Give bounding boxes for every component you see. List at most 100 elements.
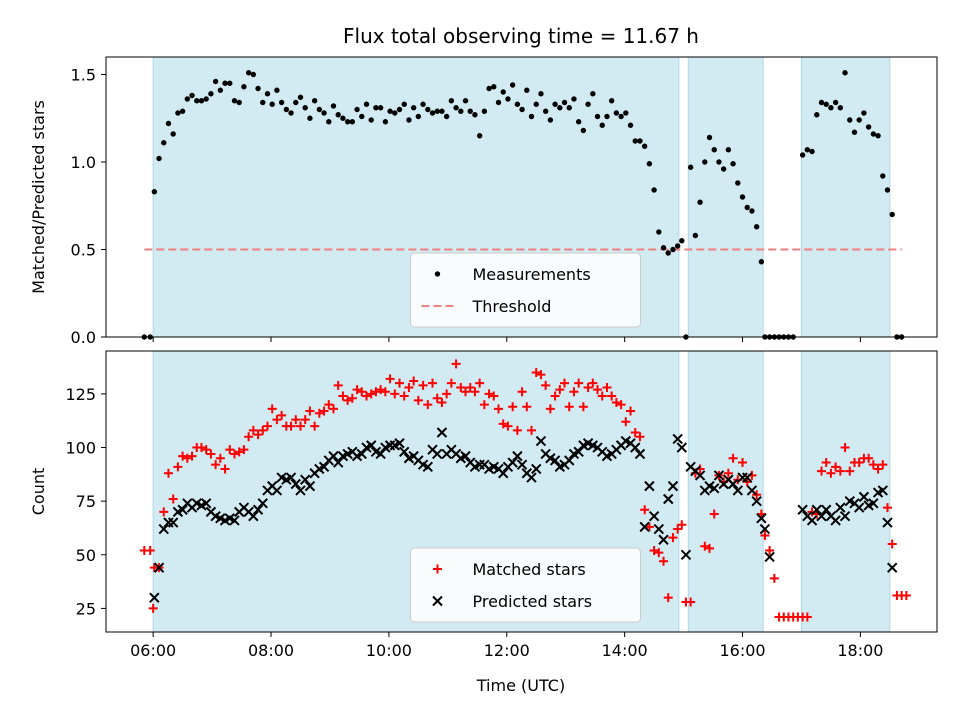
- data-point: [475, 378, 485, 388]
- data-point: [304, 480, 316, 492]
- data-point: [816, 510, 827, 522]
- data-point: [425, 106, 431, 113]
- data-point: [428, 378, 438, 388]
- data-point: [285, 472, 297, 483]
- data-point: [241, 84, 247, 90]
- data-point: [156, 155, 162, 162]
- data-point: [574, 378, 584, 388]
- data-point: [594, 113, 601, 120]
- data-point: [640, 505, 650, 515]
- data-point: [571, 96, 577, 102]
- data-point: [277, 410, 287, 420]
- data-point: [705, 543, 715, 553]
- data-point: [806, 515, 818, 526]
- data-point: [604, 113, 610, 120]
- y-axis-title: Count: [29, 468, 48, 516]
- data-point: [692, 232, 699, 239]
- data-point: [208, 91, 214, 97]
- data-point: [375, 448, 386, 460]
- legend-label: Matched stars: [473, 560, 586, 579]
- data-point: [656, 229, 662, 235]
- data-point: [451, 359, 461, 369]
- legend-box: [410, 547, 641, 623]
- data-point: [436, 427, 448, 438]
- data-point: [694, 470, 706, 481]
- data-point: [340, 115, 346, 121]
- data-point: [396, 106, 403, 113]
- data-point: [178, 451, 188, 461]
- data-point: [639, 521, 650, 533]
- data-point: [542, 108, 549, 114]
- legend: Measurements Threshold: [410, 252, 641, 328]
- data-point: [295, 421, 305, 431]
- data-point: [260, 99, 266, 106]
- data-point: [453, 105, 459, 111]
- data-point: [302, 105, 308, 111]
- data-point: [758, 259, 765, 265]
- data-point: [797, 504, 808, 515]
- data-point: [250, 71, 257, 78]
- data-point: [458, 108, 464, 114]
- panel-count: 25 50 75 100 125 06:00 08:00 10:00 12:00 14:00 16:…: [29, 350, 938, 660]
- data-point: [566, 105, 572, 111]
- data-point: [608, 98, 615, 104]
- data-point: [225, 445, 235, 455]
- data-point: [415, 113, 422, 120]
- data-point: [486, 85, 492, 92]
- data-point: [557, 105, 563, 111]
- data-point: [338, 391, 348, 401]
- data-point: [267, 404, 277, 414]
- data-point: [854, 458, 864, 468]
- data-point: [764, 551, 775, 563]
- data-point: [593, 385, 603, 395]
- data-point: [271, 485, 283, 496]
- data-point: [716, 159, 722, 165]
- data-point: [413, 395, 423, 405]
- legend-label: Threshold: [472, 297, 552, 316]
- data-point: [840, 443, 850, 453]
- x-tick-label: 12:00: [484, 641, 530, 660]
- data-point: [145, 545, 155, 555]
- data-point: [159, 507, 169, 517]
- data-point: [163, 468, 173, 478]
- data-point: [462, 98, 469, 104]
- data-point: [651, 187, 657, 193]
- data-point: [832, 99, 839, 106]
- data-point: [316, 106, 323, 113]
- data-point: [864, 453, 874, 463]
- plot-frame: [105, 350, 938, 633]
- data-point: [765, 545, 775, 555]
- data-point: [500, 89, 506, 95]
- data-point: [630, 442, 641, 453]
- data-point: [659, 556, 669, 566]
- observing-window-1: [687, 56, 764, 338]
- data-point: [373, 105, 379, 111]
- data-point: [385, 374, 395, 384]
- data-point: [165, 120, 172, 127]
- y-tick-label: 75: [76, 492, 96, 511]
- data-point: [564, 455, 575, 466]
- data-point: [522, 402, 532, 412]
- y-tick-label: 50: [76, 546, 96, 565]
- data-point: [170, 131, 176, 137]
- data-point: [498, 419, 508, 429]
- data-point: [177, 504, 188, 515]
- data-point: [215, 453, 225, 463]
- data-point: [555, 385, 565, 395]
- data-point: [564, 402, 574, 412]
- data-point: [889, 211, 895, 218]
- data-point: [344, 119, 351, 125]
- data-point: [627, 122, 634, 128]
- data-point: [368, 117, 374, 123]
- data-point: [148, 603, 158, 613]
- data-point: [706, 134, 713, 141]
- data-point: [248, 425, 258, 435]
- data-point: [512, 450, 523, 462]
- data-point: [335, 112, 341, 118]
- data-point: [231, 98, 238, 104]
- legend-swatch: [433, 564, 442, 574]
- data-point: [759, 523, 771, 535]
- data-point: [875, 133, 881, 139]
- data-point: [456, 382, 466, 392]
- data-point: [300, 415, 310, 425]
